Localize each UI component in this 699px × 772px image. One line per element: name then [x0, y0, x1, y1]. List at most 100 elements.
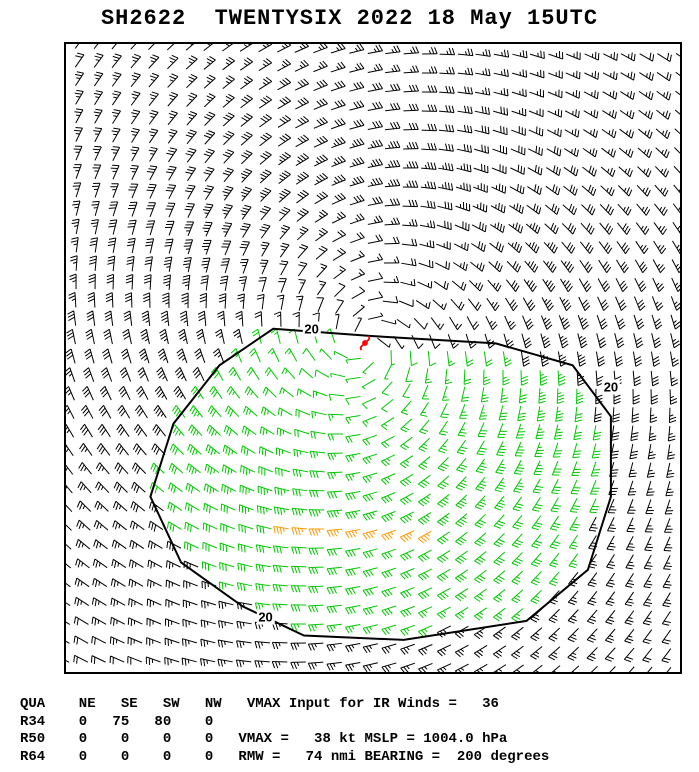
wind-barb: [364, 116, 390, 141]
wind-barb: [337, 632, 363, 657]
wind-barb: [134, 339, 161, 367]
wind-barb: [612, 101, 643, 131]
wind-barb: [628, 158, 659, 189]
wind-barb: [503, 158, 533, 187]
wind-barb: [345, 189, 373, 216]
wind-barb: [140, 268, 162, 292]
wind-barb: [66, 546, 97, 577]
wind-barb: [102, 287, 124, 311]
wind-barb: [585, 348, 609, 374]
wind-barb: [463, 579, 494, 609]
wind-barb: [122, 83, 153, 114]
wind-barb: [625, 253, 655, 283]
wind-barb: [127, 413, 158, 444]
wind-barb: [430, 234, 459, 262]
wind-barb: [642, 291, 670, 320]
wind-barb: [380, 348, 402, 372]
wind-barb: [64, 508, 81, 539]
wind-barb: [229, 610, 255, 634]
wind-barb: [481, 579, 512, 610]
wind-barb: [214, 452, 245, 482]
wind-barb: [355, 575, 382, 601]
wind-barb: [463, 542, 494, 573]
wind-barb: [650, 63, 681, 93]
wind-barb: [445, 253, 476, 283]
wind-barb: [444, 449, 475, 480]
wind-barb: [138, 625, 167, 653]
wind-barb: [66, 42, 97, 57]
wind-barb: [520, 489, 550, 520]
wind-barb: [211, 570, 239, 596]
wind-barb: [649, 659, 680, 674]
wind-barb: [338, 404, 364, 428]
wind-barb: [588, 253, 618, 284]
wind-barb: [641, 348, 665, 374]
wind-barb: [196, 85, 227, 116]
wind-barb: [326, 258, 357, 289]
wind-barb: [418, 139, 442, 161]
wind-barb: [85, 268, 106, 291]
wind-barb: [418, 158, 443, 181]
wind-barb: [532, 272, 562, 303]
wind-barb: [99, 322, 124, 349]
wind-barb: [469, 139, 497, 166]
wind-barb: [401, 158, 424, 179]
wind-barb: [271, 199, 302, 230]
wind-barb: [325, 338, 355, 367]
wind-barb: [85, 193, 112, 221]
wind-barb: [667, 82, 682, 113]
wind-barb: [530, 310, 558, 339]
wind-barb: [638, 422, 661, 447]
wind-barb: [463, 560, 494, 591]
wind-barb: [233, 69, 264, 99]
wind-barb: [271, 71, 301, 100]
wind-barb: [575, 139, 606, 169]
wind-barb: [429, 253, 459, 282]
wind-barb: [377, 310, 405, 336]
wind-barb: [393, 291, 422, 319]
wind-barb: [389, 392, 420, 423]
wind-barb: [355, 518, 383, 544]
wind-barb: [83, 624, 113, 653]
wind-barb: [178, 48, 209, 79]
wind-barb: [626, 215, 657, 246]
wind-barb: [507, 44, 534, 70]
wind-barb: [215, 232, 243, 261]
wind-barb: [380, 291, 405, 314]
wind-barb: [295, 337, 325, 368]
wind-barb: [166, 375, 196, 405]
wind-barb: [417, 348, 440, 373]
wind-barb: [549, 310, 577, 339]
wind-barb: [77, 358, 105, 387]
wind-barb: [288, 376, 318, 406]
wind-barb: [68, 508, 99, 539]
wind-barb: [138, 567, 168, 596]
wind-barb: [482, 470, 512, 501]
wind-barb: [121, 547, 152, 577]
wind-barb: [617, 457, 643, 485]
wind-barb: [345, 296, 376, 327]
wind-barb: [614, 44, 644, 73]
wind-barb: [159, 231, 185, 259]
wind-barb: [632, 548, 661, 578]
wind-barb: [614, 529, 643, 559]
wind-barb: [94, 376, 123, 406]
wind-barb: [302, 632, 326, 654]
wind-barb: [503, 435, 531, 464]
wind-barb: [103, 547, 134, 577]
wind-barb: [142, 451, 173, 482]
wind-barb: [65, 604, 96, 634]
wind-barb: [465, 416, 494, 446]
wind-barb: [655, 458, 680, 485]
wind-barb: [322, 442, 346, 464]
wind-barb: [248, 572, 274, 596]
wind-barb: [159, 121, 190, 152]
wind-barb: [522, 436, 550, 465]
wind-barb: [146, 394, 176, 425]
wind-barb: [355, 614, 382, 640]
wind-barb: [337, 556, 363, 581]
wind-barb: [178, 250, 203, 277]
wind-barb: [229, 590, 255, 615]
wind-barb: [138, 304, 161, 329]
wind-barb: [372, 481, 401, 509]
